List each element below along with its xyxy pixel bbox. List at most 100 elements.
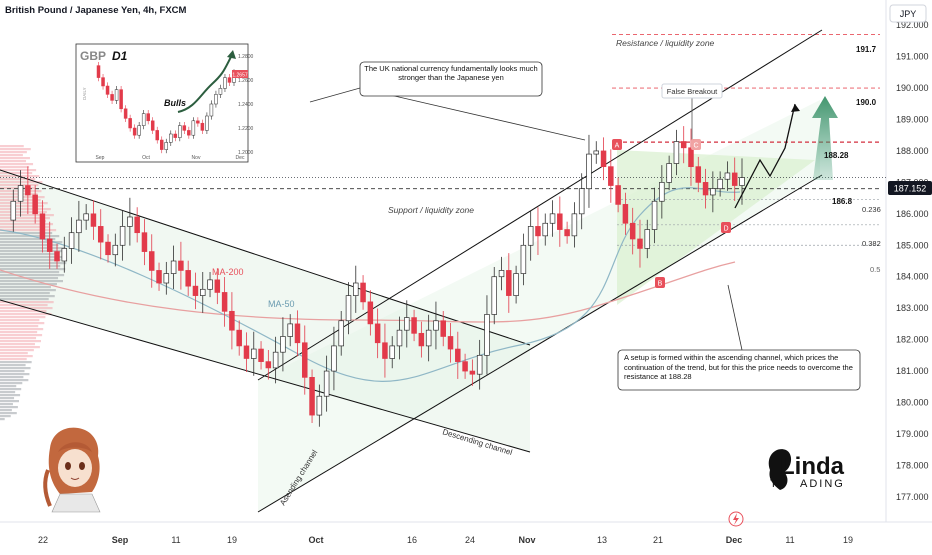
volume-profile-bar (0, 166, 30, 169)
candle-body (331, 345, 337, 372)
volume-profile-bar (0, 406, 18, 409)
volume-profile-bar (0, 415, 11, 418)
candle-body (491, 276, 497, 315)
x-tick-label: 24 (465, 535, 475, 545)
candle-body (272, 351, 279, 369)
candle-body (68, 232, 75, 249)
volume-profile-bar (0, 220, 46, 223)
inset-candle-body (187, 130, 191, 136)
volume-profile-bar (0, 157, 30, 160)
volume-profile-bar (0, 400, 19, 403)
inset-timeframe: D1 (112, 49, 128, 63)
inset-y-tick: 1.2600 (238, 78, 254, 84)
x-tick-label: 19 (227, 535, 237, 545)
candle-body (39, 213, 46, 240)
volume-profile-bar (0, 211, 47, 214)
candle-body (54, 251, 60, 262)
volume-profile-bar (0, 202, 48, 205)
volume-profile-bar (0, 235, 60, 238)
volume-profile-bar (0, 301, 54, 304)
inset-bulls-label: Bulls (164, 98, 186, 108)
svg-text:C: C (693, 143, 698, 150)
candle-body (680, 141, 687, 149)
volume-profile-bar (0, 280, 63, 283)
volume-profile-bar (0, 229, 57, 232)
candle-body (418, 332, 425, 347)
current-price-value: 187.152 (894, 184, 927, 194)
candle-body (498, 270, 505, 278)
volume-profile-bar (0, 346, 40, 349)
volume-profile-bar (0, 340, 41, 343)
avatar-illustration (43, 427, 101, 513)
volume-profile-bar (0, 232, 53, 235)
volume-profile-bar (0, 349, 34, 352)
y-tick-label: 190.000 (896, 83, 929, 93)
volume-profile-bar (0, 238, 56, 241)
volume-profile-bar (0, 337, 37, 340)
volume-profile-bar (0, 184, 39, 187)
candle-body (156, 270, 162, 284)
candle-body (724, 172, 731, 180)
inset-candle-body (150, 120, 155, 131)
candle-body (251, 348, 257, 359)
candle-body (90, 213, 97, 227)
volume-profile-bar (0, 169, 37, 172)
volume-profile-bar (0, 265, 61, 268)
inset-candle-body (196, 120, 200, 124)
volume-profile-bar (0, 355, 33, 358)
volume-profile-bar (0, 391, 16, 394)
volume-profile-bar (0, 373, 30, 376)
volume-profile-bar (0, 289, 56, 292)
currency-label: JPY (900, 9, 917, 19)
candle-body (127, 216, 133, 227)
resistance-zone-label: Resistance / liquidity zone (616, 38, 715, 48)
time-axis[interactable]: 22 Sep 11 19 Oct 16 24 Nov 13 21 Dec 11 19 (38, 535, 853, 545)
svg-text:B: B (658, 281, 663, 288)
x-tick-label: 21 (653, 535, 663, 545)
svg-text:D: D (723, 226, 728, 233)
fib-label-0-382: 0.382 (862, 239, 881, 248)
volume-profile-bar (0, 328, 44, 331)
candle-body (192, 285, 199, 296)
candle-body (600, 150, 607, 168)
x-tick-label: Dec (726, 535, 743, 545)
candle-body (557, 213, 563, 230)
inset-candles (96, 62, 236, 154)
volume-profile-bar (0, 304, 48, 307)
candle-body (535, 226, 541, 237)
y-tick-label: 177.000 (896, 492, 929, 502)
y-tick-label: 182.000 (896, 335, 929, 345)
volume-profile-bar (0, 376, 24, 379)
y-tick-label: 184.000 (896, 272, 929, 282)
level-label-188-28: 188.28 (824, 151, 849, 160)
currency-button[interactable]: JPY (889, 4, 927, 23)
candle-body (710, 188, 716, 196)
candle-body (462, 361, 468, 372)
fib-label-0-5: 0.5 (870, 265, 880, 274)
inset-candle-body (141, 113, 146, 126)
candle-body (200, 288, 206, 296)
lightning-icon[interactable] (728, 511, 744, 527)
volume-profile-bar (0, 295, 55, 298)
inset-x-tick: Nov (192, 155, 201, 161)
volume-profile-bar (0, 223, 54, 226)
x-tick-label: 16 (407, 535, 417, 545)
x-tick-label: 19 (843, 535, 853, 545)
y-tick-label: 180.000 (896, 398, 929, 408)
volume-profile-bar (0, 331, 38, 334)
volume-profile-bar (0, 181, 43, 184)
marker-c: C (691, 139, 701, 150)
volume-profile-bar (0, 259, 61, 262)
volume-profile-bar (0, 154, 23, 157)
volume-profile-bar (0, 205, 44, 208)
candle-body (513, 273, 519, 296)
candle-body (83, 213, 89, 221)
price-axis[interactable]: 192.000191.000190.000189.000188.000187.0… (896, 20, 929, 502)
volume-profile-bar (0, 334, 43, 337)
y-tick-label: 178.000 (896, 460, 929, 470)
inset-candle-body (155, 130, 159, 141)
marker-d: D (721, 222, 731, 233)
candle-body (476, 354, 483, 375)
candle-body (586, 153, 592, 190)
